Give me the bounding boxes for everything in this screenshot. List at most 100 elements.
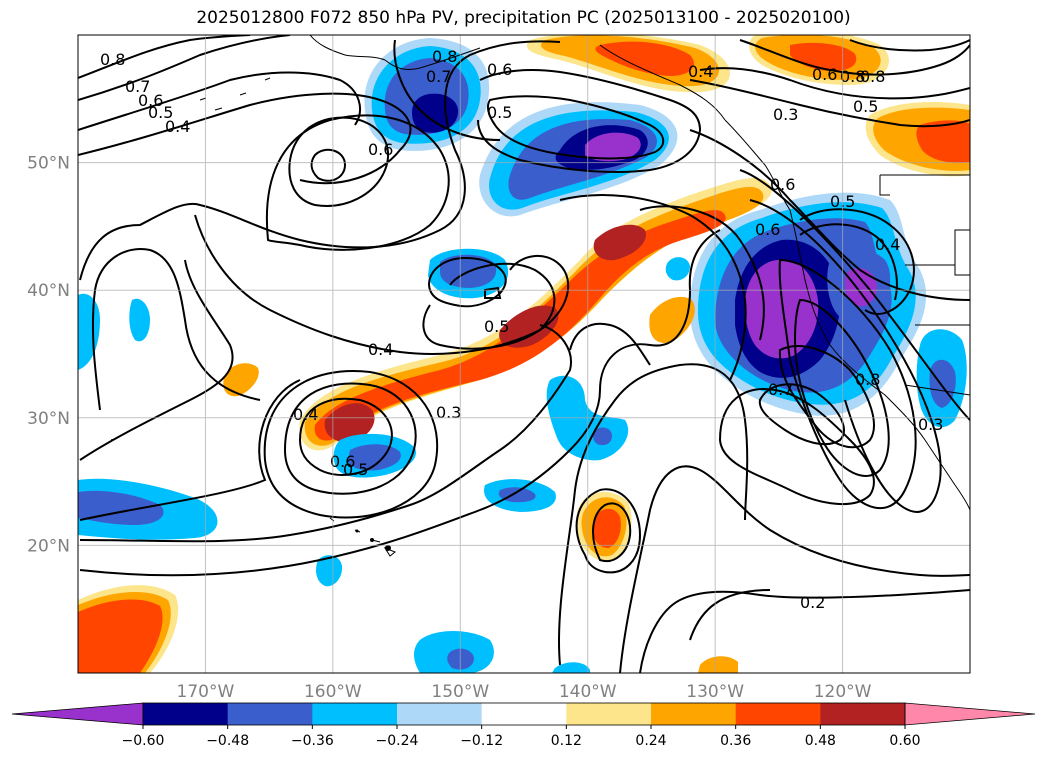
contour-label: 0.2 — [800, 593, 825, 612]
contour-label: 0.8 — [432, 47, 457, 66]
shade-positive — [499, 305, 559, 348]
contour-label: 0.5 — [853, 97, 878, 116]
contour-line — [91, 248, 261, 411]
shade-positive — [593, 224, 646, 261]
colorbar-tick-label: −0.60 — [122, 733, 165, 749]
island-dot — [385, 545, 391, 551]
colorbar-segment — [651, 703, 737, 725]
contour-line — [484, 286, 502, 299]
contour-line — [799, 208, 915, 315]
contour-label: 0.8 — [840, 67, 865, 86]
contour-label: 0.5 — [484, 317, 509, 336]
colorbar-frame — [142, 702, 906, 726]
shade-positive — [698, 656, 738, 673]
contour-line — [793, 298, 890, 477]
colorbar-segment — [481, 703, 567, 725]
shade-negative — [592, 427, 612, 446]
contour-line — [689, 79, 970, 128]
contour-line — [569, 322, 651, 366]
colorbar-segment — [312, 703, 398, 725]
colorbar-tick-label: 0.48 — [805, 733, 836, 749]
map-gridlines — [78, 35, 970, 673]
coastline-alaska — [309, 35, 386, 61]
contour-line — [799, 223, 898, 301]
shade-negative — [316, 555, 343, 587]
shade-negative — [552, 662, 590, 673]
x-tick-label: 170°W — [177, 682, 235, 702]
contour-label: 0.6 — [755, 220, 780, 239]
contour-line — [689, 129, 970, 301]
y-tick-label: 20°N — [27, 536, 70, 556]
colorbar-tick-label: −0.36 — [291, 733, 334, 749]
contour-label: 0.4 — [165, 117, 190, 136]
contour-line — [428, 256, 507, 308]
island-dot — [111, 439, 113, 441]
contour-label: 0.7 — [768, 380, 793, 399]
colorbar-tick-label: 0.36 — [720, 733, 751, 749]
contour-line — [78, 92, 412, 185]
contour-label: 0.5 — [487, 103, 512, 122]
y-tick-label: 50°N — [27, 154, 70, 174]
contour-line — [310, 148, 347, 182]
contour-line — [559, 194, 747, 381]
contour-line — [194, 214, 570, 355]
colorbar-tick-label: −0.12 — [460, 733, 503, 749]
contour-label: 0.3 — [918, 415, 943, 434]
contour-line — [79, 324, 572, 543]
contour-line — [78, 35, 251, 79]
shade-negative — [845, 268, 877, 307]
x-tick-label: 150°W — [431, 682, 489, 702]
shade-positive — [916, 120, 970, 163]
coastline-ca — [829, 344, 926, 441]
island-dot — [355, 529, 359, 533]
islands-fill — [111, 439, 391, 551]
shade-positive — [223, 363, 259, 397]
shade-negative — [129, 298, 150, 342]
contour-line — [79, 229, 721, 577]
contour-line — [849, 39, 970, 52]
contour-line — [283, 382, 417, 495]
shade-negative — [744, 259, 819, 359]
colorbar — [11, 702, 1036, 726]
shade-positive — [595, 41, 694, 76]
contour-line — [79, 379, 301, 521]
colorbar-extend-low — [11, 702, 144, 726]
colorbar-tick-label: 0.60 — [889, 733, 920, 749]
y-tick-label: 30°N — [27, 409, 70, 429]
colorbar-segment — [227, 703, 313, 725]
x-tick-label: 130°W — [686, 682, 744, 702]
coastline-mx — [924, 439, 970, 511]
shade-negative — [498, 487, 536, 503]
contour-label: 0.7 — [125, 77, 150, 96]
contour-label: 0.3 — [436, 403, 461, 422]
colorbar-tick-label: −0.48 — [206, 733, 249, 749]
contour-label: 0.5 — [148, 103, 173, 122]
colorbar-tick-label: 0.12 — [551, 733, 582, 749]
contour-line — [79, 40, 561, 281]
colorbar-extend-high — [904, 702, 1036, 726]
shade-positive — [592, 508, 621, 548]
contour-label: 0.4 — [688, 62, 713, 81]
contour-line — [557, 363, 749, 666]
contour-label: 0.6 — [812, 65, 837, 84]
x-tick-label: 140°W — [559, 682, 617, 702]
aleutian-islands — [199, 77, 271, 111]
x-tick-label: 160°W — [304, 682, 362, 702]
map-frame — [77, 34, 971, 674]
shade-negative — [665, 257, 690, 281]
contour-label: 0.5 — [343, 460, 368, 479]
contour-line — [486, 95, 665, 160]
shade-positive — [78, 599, 163, 673]
colorbar-tick-labels: −0.60 −0.48 −0.36 −0.24 −0.12 0.12 0.24 0.36 0.4… — [122, 725, 921, 749]
coastline-alaska — [599, 44, 726, 121]
map-layer: 0.8 0.7 0.6 0.5 0.4 0.8 0.6 0.7 0.6 0.5 … — [78, 35, 970, 673]
contour-line — [78, 71, 361, 131]
contour-label: 0.8 — [855, 370, 880, 389]
contour-line — [639, 589, 970, 673]
contour-line — [422, 262, 556, 350]
contour-label: 0.8 — [100, 50, 125, 69]
y-tick-labels: 20°N 30°N 40°N 50°N — [27, 154, 70, 557]
coastline-bc — [724, 119, 791, 211]
shade-positive — [314, 210, 726, 441]
contour-line — [477, 69, 702, 173]
